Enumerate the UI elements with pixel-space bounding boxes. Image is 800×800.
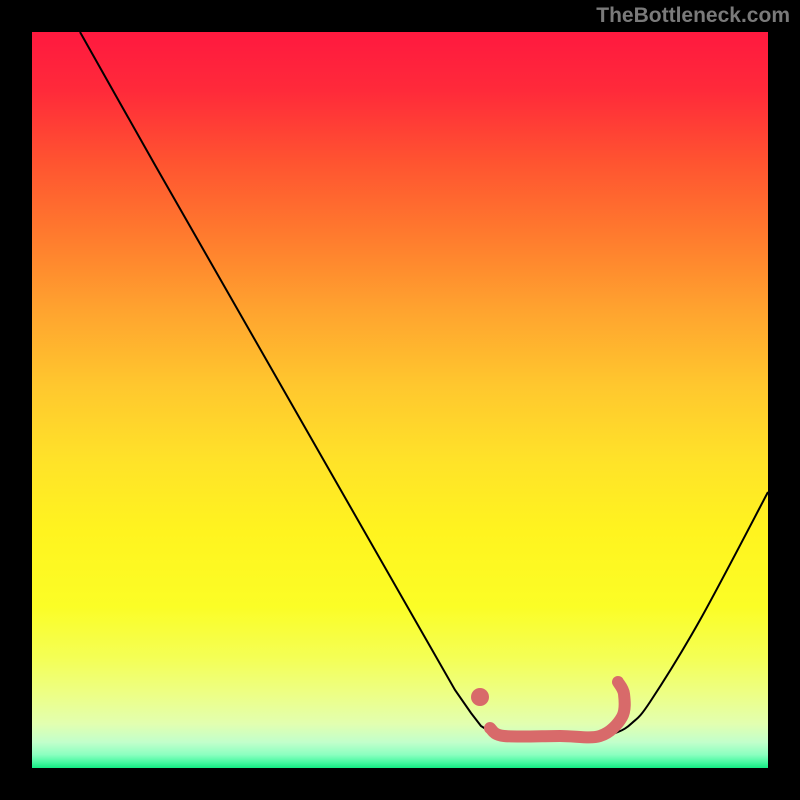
watermark-text: TheBottleneck.com — [596, 4, 790, 28]
chart-container: TheBottleneck.com — [0, 0, 800, 800]
highlight-dot — [471, 688, 489, 706]
bottleneck-chart — [0, 0, 800, 800]
plot-area — [32, 32, 768, 768]
